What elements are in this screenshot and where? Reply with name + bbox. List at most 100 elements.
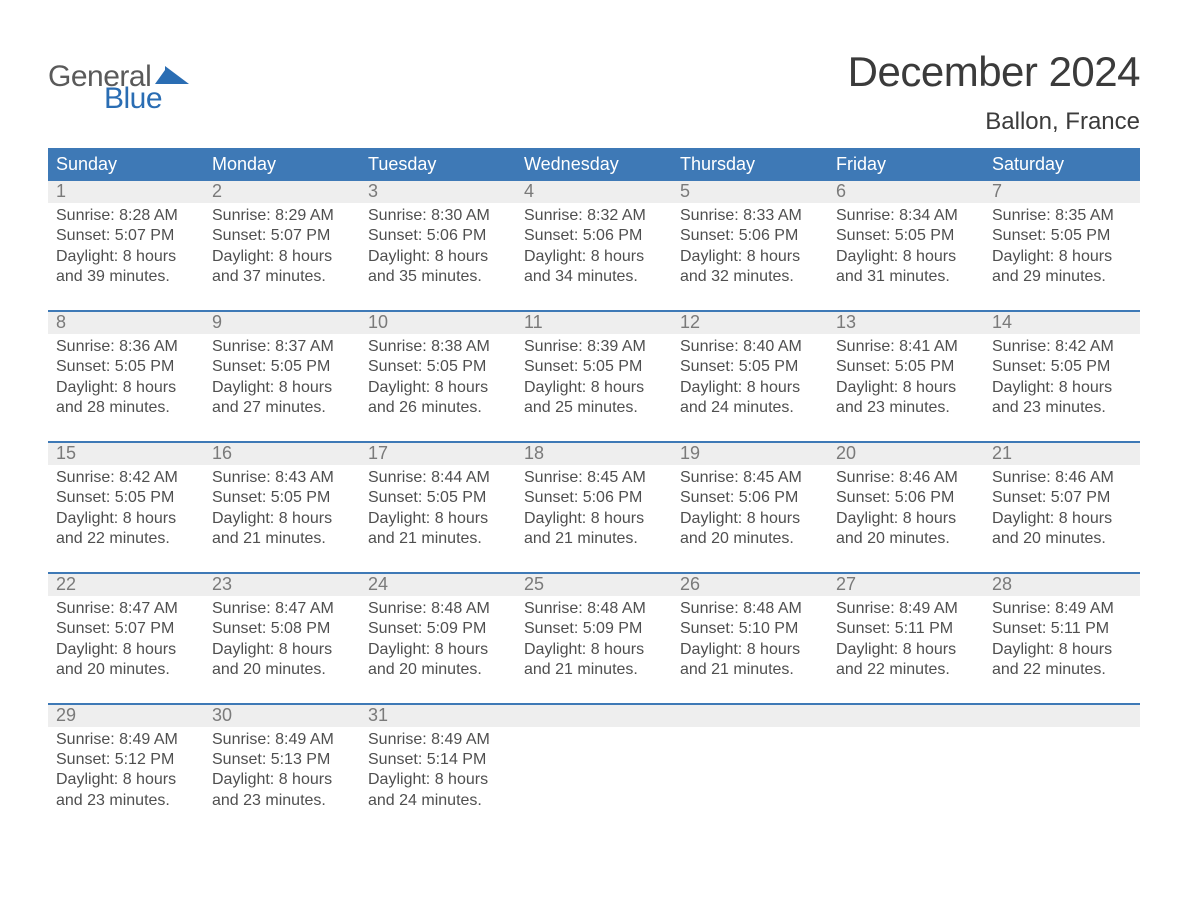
sunrise-line: Sunrise: 8:32 AM: [524, 206, 664, 226]
daylight-line: Daylight: 8 hours and 22 minutes.: [836, 640, 976, 681]
daylight-line: Daylight: 8 hours and 20 minutes.: [56, 640, 196, 681]
day-details: Sunrise: 8:49 AMSunset: 5:14 PMDaylight:…: [360, 727, 516, 812]
day-details: Sunrise: 8:42 AMSunset: 5:05 PMDaylight:…: [984, 334, 1140, 419]
day-content-row: Sunrise: 8:47 AMSunset: 5:07 PMDaylight:…: [48, 596, 1140, 681]
weekday-header: Sunday: [48, 148, 204, 181]
sunrise-line: Sunrise: 8:39 AM: [524, 337, 664, 357]
weekday-header: Friday: [828, 148, 984, 181]
day-details: Sunrise: 8:40 AMSunset: 5:05 PMDaylight:…: [672, 334, 828, 419]
sunset-line: Sunset: 5:05 PM: [56, 488, 196, 508]
sunset-line: Sunset: 5:08 PM: [212, 619, 352, 639]
sunrise-line: Sunrise: 8:38 AM: [368, 337, 508, 357]
sunrise-line: Sunrise: 8:46 AM: [992, 468, 1132, 488]
day-details: Sunrise: 8:33 AMSunset: 5:06 PMDaylight:…: [672, 203, 828, 288]
day-details: Sunrise: 8:41 AMSunset: 5:05 PMDaylight:…: [828, 334, 984, 419]
daylight-line: Daylight: 8 hours and 20 minutes.: [368, 640, 508, 681]
daylight-line: Daylight: 8 hours and 37 minutes.: [212, 247, 352, 288]
sunset-line: Sunset: 5:06 PM: [680, 226, 820, 246]
day-details: Sunrise: 8:32 AMSunset: 5:06 PMDaylight:…: [516, 203, 672, 288]
day-number: [984, 705, 1140, 727]
day-number: 8: [48, 312, 204, 334]
day-details: Sunrise: 8:43 AMSunset: 5:05 PMDaylight:…: [204, 465, 360, 550]
daylight-line: Daylight: 8 hours and 20 minutes.: [836, 509, 976, 550]
day-number: 11: [516, 312, 672, 334]
sunset-line: Sunset: 5:05 PM: [56, 357, 196, 377]
day-details: Sunrise: 8:36 AMSunset: 5:05 PMDaylight:…: [48, 334, 204, 419]
day-details: Sunrise: 8:46 AMSunset: 5:07 PMDaylight:…: [984, 465, 1140, 550]
day-number: 25: [516, 574, 672, 596]
daylight-line: Daylight: 8 hours and 20 minutes.: [680, 509, 820, 550]
day-content-row: Sunrise: 8:42 AMSunset: 5:05 PM Daylight:…: [48, 465, 1140, 550]
day-number: 10: [360, 312, 516, 334]
week-row: 891011121314Sunrise: 8:36 AMSunset: 5:05…: [48, 310, 1140, 419]
day-number: [672, 705, 828, 727]
day-details: Sunrise: 8:46 AMSunset: 5:06 PMDaylight:…: [828, 465, 984, 550]
day-number: 26: [672, 574, 828, 596]
day-number: 22: [48, 574, 204, 596]
sunset-line: Sunset: 5:05 PM: [212, 357, 352, 377]
day-details: Sunrise: 8:44 AMSunset: 5:05 PMDaylight:…: [360, 465, 516, 550]
day-details: Sunrise: 8:35 AMSunset: 5:05 PMDaylight:…: [984, 203, 1140, 288]
sunset-line: Sunset: 5:05 PM: [680, 357, 820, 377]
week-row: 1234567Sunrise: 8:28 AMSunset: 5:07 PMDa…: [48, 181, 1140, 288]
sunset-line: Sunset: 5:06 PM: [524, 488, 664, 508]
daylight-line: Daylight: 8 hours and 20 minutes.: [212, 640, 352, 681]
day-details: Sunrise: 8:48 AMSunset: 5:09 PMDaylight:…: [516, 596, 672, 681]
day-number: 21: [984, 443, 1140, 465]
day-number: 24: [360, 574, 516, 596]
week-row: 15161718192021Sunrise: 8:42 AMSunset: 5:…: [48, 441, 1140, 550]
day-number: 9: [204, 312, 360, 334]
day-number: 5: [672, 181, 828, 203]
daylight-line: Daylight: 8 hours and 20 minutes.: [992, 509, 1132, 550]
sunset-line: Sunset: 5:10 PM: [680, 619, 820, 639]
day-number: 12: [672, 312, 828, 334]
daylight-line: Daylight: 8 hours and 23 minutes.: [992, 378, 1132, 419]
daylight-line: Daylight: 8 hours and 34 minutes.: [524, 247, 664, 288]
daylight-line: Daylight: 8 hours and 39 minutes.: [56, 247, 196, 288]
sunrise-line: Sunrise: 8:49 AM: [836, 599, 976, 619]
daylight-line: Daylight: 8 hours and 21 minutes.: [680, 640, 820, 681]
day-content-row: Sunrise: 8:36 AMSunset: 5:05 PMDaylight:…: [48, 334, 1140, 419]
day-number: 18: [516, 443, 672, 465]
sunrise-line: Sunrise: 8:43 AM: [212, 468, 352, 488]
daylight-line: Daylight: 8 hours and 24 minutes.: [368, 770, 508, 811]
day-number: 23: [204, 574, 360, 596]
day-details: [828, 727, 984, 812]
sunrise-line: Sunrise: 8:41 AM: [836, 337, 976, 357]
weekday-header: Monday: [204, 148, 360, 181]
day-details: Sunrise: 8:34 AMSunset: 5:05 PMDaylight:…: [828, 203, 984, 288]
sunrise-line: Sunrise: 8:48 AM: [524, 599, 664, 619]
day-details: Sunrise: 8:37 AMSunset: 5:05 PMDaylight:…: [204, 334, 360, 419]
daylight-line: Daylight: 8 hours and 26 minutes.: [368, 378, 508, 419]
day-content-row: Sunrise: 8:49 AMSunset: 5:12 PMDaylight:…: [48, 727, 1140, 812]
sunset-line: Sunset: 5:06 PM: [368, 226, 508, 246]
day-number: 6: [828, 181, 984, 203]
header-section: General Blue December 2024 Ballon, Franc…: [48, 48, 1140, 136]
sunrise-line: Sunrise: 8:42 AM: [56, 468, 196, 488]
daylight-line: Daylight: 8 hours and 21 minutes.: [368, 509, 508, 550]
sunrise-line: Sunrise: 8:45 AM: [680, 468, 820, 488]
day-number-row: 22232425262728: [48, 574, 1140, 596]
weekday-header: Thursday: [672, 148, 828, 181]
sunset-line: Sunset: 5:05 PM: [992, 226, 1132, 246]
sunset-line: Sunset: 5:11 PM: [992, 619, 1132, 639]
sunrise-line: Sunrise: 8:28 AM: [56, 206, 196, 226]
day-number: [828, 705, 984, 727]
day-number: 15: [48, 443, 204, 465]
day-number: 31: [360, 705, 516, 727]
day-details: Sunrise: 8:49 AMSunset: 5:11 PMDaylight:…: [828, 596, 984, 681]
sunset-line: Sunset: 5:07 PM: [56, 619, 196, 639]
sunrise-line: Sunrise: 8:42 AM: [992, 337, 1132, 357]
daylight-line: Daylight: 8 hours and 32 minutes.: [680, 247, 820, 288]
sunset-line: Sunset: 5:05 PM: [524, 357, 664, 377]
day-number: 28: [984, 574, 1140, 596]
day-details: Sunrise: 8:49 AMSunset: 5:12 PMDaylight:…: [48, 727, 204, 812]
daylight-line: Daylight: 8 hours and 27 minutes.: [212, 378, 352, 419]
day-details: Sunrise: 8:28 AMSunset: 5:07 PMDaylight:…: [48, 203, 204, 288]
sunrise-line: Sunrise: 8:47 AM: [212, 599, 352, 619]
sunset-line: Sunset: 5:07 PM: [212, 226, 352, 246]
daylight-line: Daylight: 8 hours and 21 minutes.: [212, 509, 352, 550]
day-number: [516, 705, 672, 727]
sunrise-line: Sunrise: 8:46 AM: [836, 468, 976, 488]
day-details: [984, 727, 1140, 812]
